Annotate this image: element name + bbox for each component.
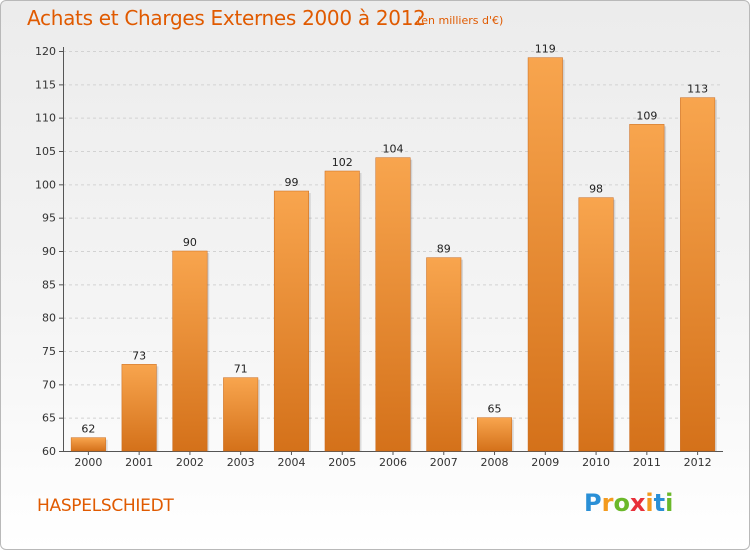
y-tick-label: 85 bbox=[42, 278, 56, 291]
data-label: 119 bbox=[535, 43, 556, 56]
data-label: 89 bbox=[437, 243, 451, 256]
x-tick-label: 2009 bbox=[531, 456, 559, 469]
x-tick-label: 2000 bbox=[74, 456, 102, 469]
x-tick-label: 2006 bbox=[379, 456, 407, 469]
data-label: 113 bbox=[687, 83, 708, 96]
y-tick-label: 95 bbox=[42, 212, 56, 225]
bar bbox=[680, 97, 716, 452]
y-tick-label: 100 bbox=[35, 178, 56, 191]
y-tick-label: 80 bbox=[42, 312, 56, 325]
bar bbox=[172, 250, 208, 452]
logo-letter: i bbox=[665, 489, 674, 517]
y-tick-label: 70 bbox=[42, 378, 56, 391]
logo-letter: i bbox=[645, 489, 654, 517]
y-tick-label: 60 bbox=[42, 445, 56, 458]
data-label: 109 bbox=[636, 109, 657, 122]
y-tick-label: 75 bbox=[42, 345, 56, 358]
data-label: 102 bbox=[332, 156, 353, 169]
chart-unit: (en milliers d'€) bbox=[417, 14, 504, 27]
data-label: 65 bbox=[488, 403, 502, 416]
logo-letter: o bbox=[613, 489, 630, 517]
x-tick-label: 2005 bbox=[328, 456, 356, 469]
y-tick-label: 90 bbox=[42, 245, 56, 258]
data-label: 98 bbox=[589, 183, 603, 196]
bar bbox=[324, 170, 360, 452]
bar bbox=[477, 417, 513, 452]
data-label: 90 bbox=[183, 236, 197, 249]
axes bbox=[59, 47, 723, 455]
bar bbox=[578, 197, 614, 452]
data-label: 62 bbox=[81, 423, 95, 436]
commune-name: HASPELSCHIEDT bbox=[37, 496, 174, 516]
logo-letter: P bbox=[584, 489, 602, 517]
bar bbox=[121, 364, 157, 452]
data-label: 71 bbox=[234, 363, 248, 376]
bar bbox=[375, 157, 411, 452]
x-tick-label: 2011 bbox=[633, 456, 661, 469]
x-tick-label: 2012 bbox=[684, 456, 712, 469]
logo-letter: t bbox=[653, 489, 666, 517]
x-tick-label: 2004 bbox=[277, 456, 305, 469]
y-tick-label: 105 bbox=[35, 145, 56, 158]
labels: 60 65 70 75 80 85 90 95 100 105 110 115 120 62 2000 73 2… bbox=[35, 43, 712, 469]
y-tick-label: 110 bbox=[35, 112, 56, 125]
bar bbox=[629, 124, 665, 452]
bar bbox=[223, 377, 259, 452]
y-tick-label: 65 bbox=[42, 412, 56, 425]
bar bbox=[426, 257, 462, 452]
x-tick-label: 2003 bbox=[227, 456, 255, 469]
proxiti-logo[interactable]: Proxiti bbox=[584, 489, 673, 517]
logo-letter: r bbox=[601, 489, 614, 517]
x-tick-label: 2010 bbox=[582, 456, 610, 469]
x-tick-label: 2001 bbox=[125, 456, 153, 469]
x-tick-label: 2007 bbox=[430, 456, 458, 469]
data-label: 104 bbox=[383, 143, 404, 156]
x-tick-label: 2002 bbox=[176, 456, 204, 469]
bar bbox=[70, 437, 106, 452]
bar bbox=[527, 57, 563, 452]
y-tick-label: 115 bbox=[35, 78, 56, 91]
x-tick-label: 2008 bbox=[481, 456, 509, 469]
data-label: 73 bbox=[132, 349, 146, 362]
data-label: 99 bbox=[284, 176, 298, 189]
chart-title: Achats et Charges Externes 2000 à 2012 bbox=[27, 6, 426, 30]
bars bbox=[70, 57, 717, 452]
bar bbox=[273, 190, 309, 452]
logo-letter: x bbox=[629, 489, 646, 517]
y-tick-label: 120 bbox=[35, 45, 56, 58]
